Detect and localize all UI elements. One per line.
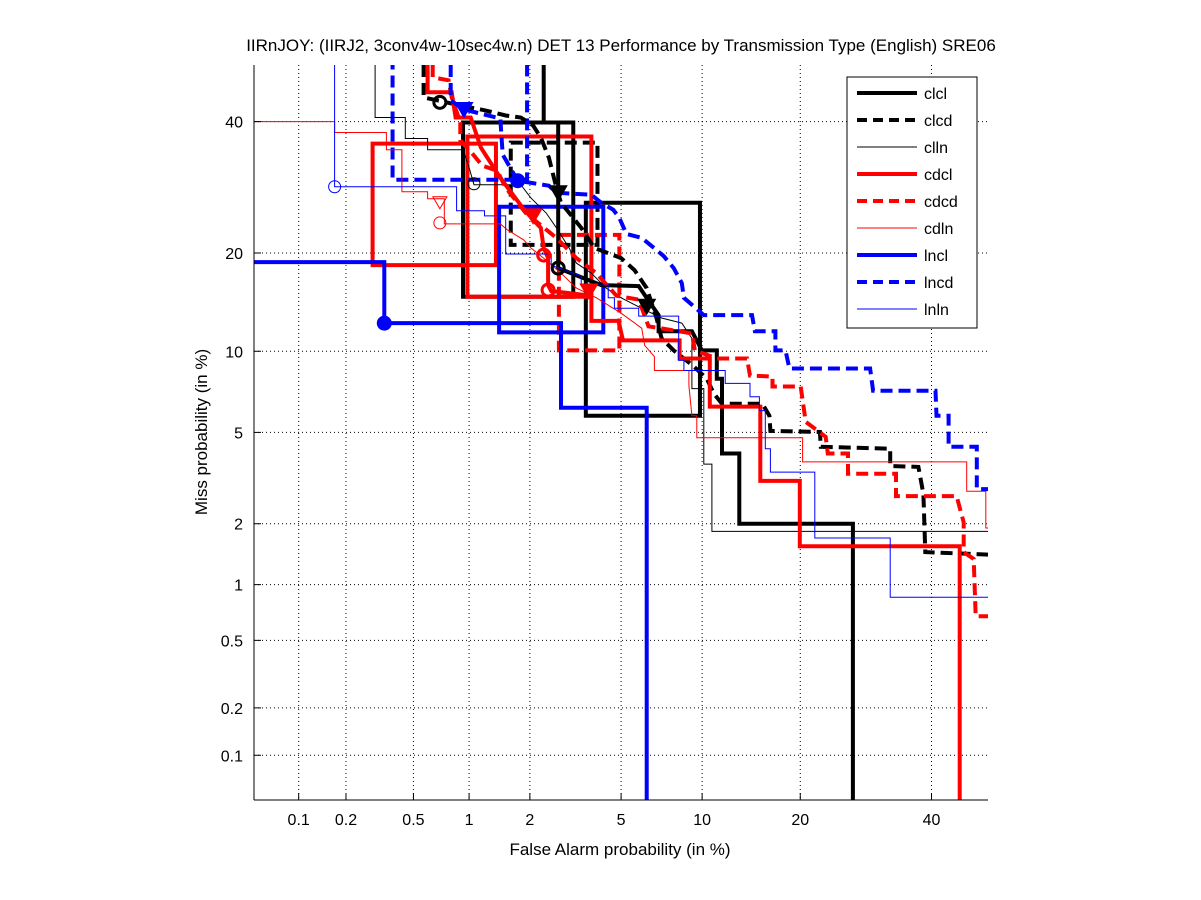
y-tick-label: 20 [225, 246, 243, 263]
legend: clcl clcd clln cdcl cdcd cdln lncl lncd lnln [846, 76, 978, 329]
y-axis-label: Miss probability (in %) [192, 349, 211, 515]
grid [254, 65, 988, 800]
curve-lncd [448, 65, 988, 492]
x-tick-label: 2 [525, 812, 534, 829]
y-tick-label: 40 [225, 115, 243, 132]
legend-item-clcl: clcl [857, 86, 947, 103]
axis-ticks: 0.1 0.2 0.5 1 2 5 10 20 40 0.1 0.2 0.5 1 2 5 10 20 40 [221, 115, 941, 829]
x-tick-label: 1 [465, 812, 474, 829]
x-tick-label: 40 [923, 812, 941, 829]
legend-label: clcl [924, 86, 947, 103]
legend-label: lnln [924, 302, 949, 319]
legend-item-clcd: clcd [857, 113, 952, 130]
legend-item-lnln: lnln [857, 302, 949, 319]
marker-cdcd-triangle [579, 283, 599, 300]
marker-lncd-circle [510, 173, 526, 189]
legend-label: cdln [924, 221, 953, 238]
confidence-box-cdcl [370, 141, 498, 268]
legend-label: lncl [924, 248, 948, 265]
y-tick-label: 10 [225, 344, 243, 361]
marker-lnln-circle [328, 180, 342, 194]
legend-item-lncl: lncl [857, 248, 948, 265]
confidence-box-clcd [508, 140, 600, 247]
confidence-box-cdcd [556, 232, 622, 353]
marker-clcd-triangle [637, 298, 657, 316]
marker-lncd-triangle [454, 102, 474, 119]
x-tick-label: 5 [617, 812, 626, 829]
y-tick-label: 0.1 [221, 748, 243, 765]
marker-cdcl-circle [536, 247, 552, 263]
legend-item-clln: clln [857, 140, 948, 157]
plot-area [254, 65, 988, 800]
legend-label: clcd [924, 113, 952, 130]
marker-clcl-circle [550, 260, 566, 276]
legend-label: cdcd [924, 194, 958, 211]
curve-lncl [254, 260, 649, 800]
marker-lncl-circle [376, 315, 392, 331]
y-tick-label: 2 [234, 517, 243, 534]
marker-clcd-triangle [548, 185, 568, 202]
marker-cdcl-triangle [523, 208, 543, 225]
curve-lnln [334, 65, 988, 598]
confidence-box-lncl [497, 204, 606, 335]
marker-cdln-circle [433, 216, 447, 230]
legend-label: cdcl [924, 167, 952, 184]
x-tick-label: 20 [791, 812, 809, 829]
legend-item-cdln: cdln [857, 221, 953, 238]
marker-cdln-triangle [432, 196, 448, 210]
x-axis-label: False Alarm probability (in %) [509, 840, 730, 859]
x-tick-label: 0.5 [402, 812, 424, 829]
marker-clcd-circle [432, 94, 448, 110]
confidence-box-lncd [390, 65, 530, 182]
legend-label: lncd [924, 275, 953, 292]
y-tick-label: 1 [234, 578, 243, 595]
chart-title: IIRnJOY: (IIRJ2, 3conv4w-10sec4w.n) DET … [246, 36, 996, 55]
curve-cdcd [430, 65, 988, 619]
marker-clln-circle [467, 177, 481, 191]
curve-cdcl [425, 65, 962, 800]
x-tick-label: 10 [693, 812, 711, 829]
curve-cdln [254, 121, 988, 529]
y-tick-label: 0.5 [221, 633, 243, 650]
legend-item-cdcd: cdcd [857, 194, 958, 211]
y-tick-label: 0.2 [221, 701, 243, 718]
x-tick-label: 0.2 [335, 812, 357, 829]
legend-item-lncd: lncd [857, 275, 953, 292]
marker-cdcd-circle [540, 282, 556, 298]
legend-item-cdcl: cdcl [857, 167, 952, 184]
x-tick-label: 0.1 [288, 812, 310, 829]
legend-label: clln [924, 140, 948, 157]
y-tick-label: 5 [234, 425, 243, 442]
confidence-box-clcl [583, 200, 702, 418]
